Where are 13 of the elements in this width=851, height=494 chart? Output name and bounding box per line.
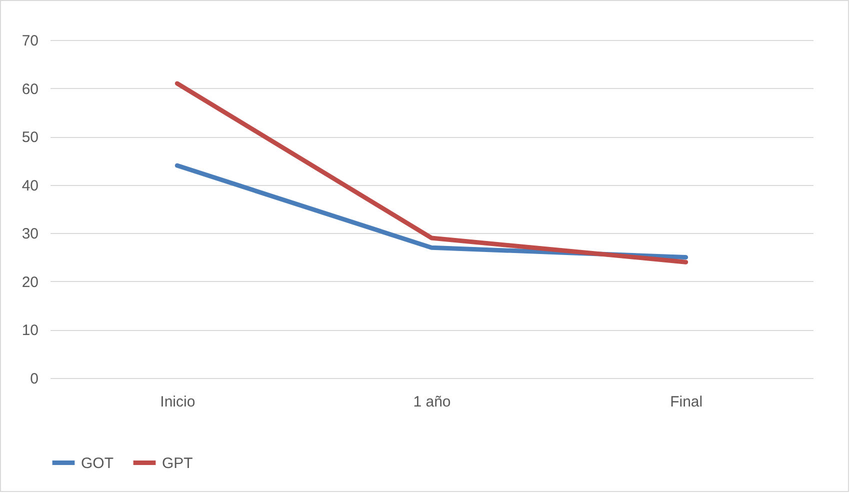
x-tick-label: Inicio	[160, 394, 196, 410]
y-tick-label: 60	[22, 80, 38, 98]
legend-label: GOT	[81, 454, 114, 472]
y-tick-label: 30	[22, 226, 38, 243]
x-tick-label: Final	[670, 394, 703, 410]
x-tick-label: 1 año	[413, 394, 451, 410]
y-tick-label: 0	[30, 370, 38, 388]
legend-label: GPT	[162, 454, 193, 472]
y-tick-label: 10	[22, 322, 38, 340]
y-tick-label: 20	[22, 274, 38, 291]
y-tick-label: 70	[22, 32, 38, 50]
y-tick-label: 40	[22, 177, 38, 194]
y-tick-label: 50	[22, 129, 38, 146]
